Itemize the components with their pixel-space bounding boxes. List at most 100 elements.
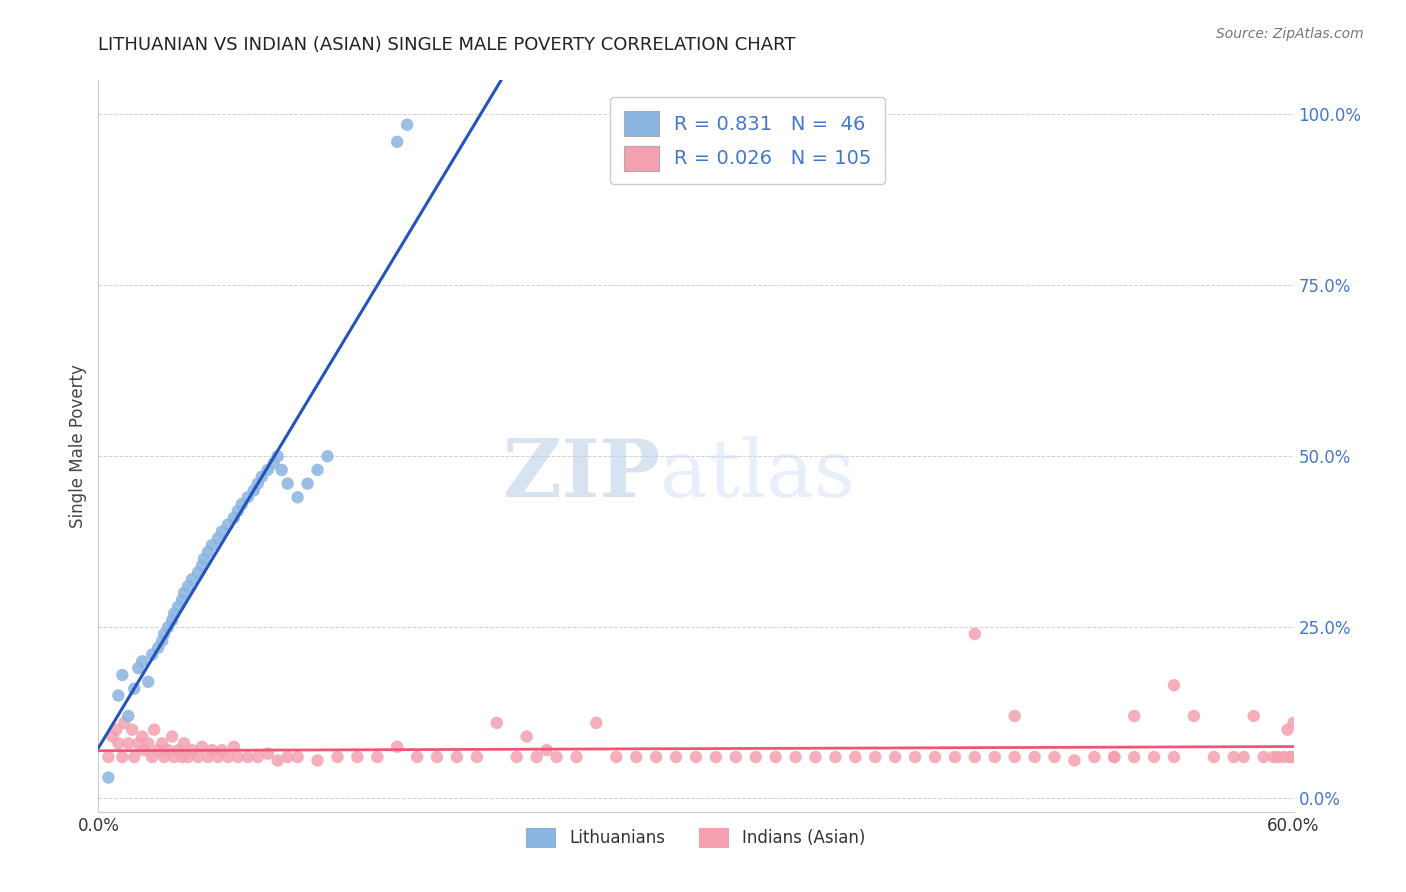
- Point: [1024, 750, 1046, 764]
- Point: [1278, 750, 1301, 764]
- Point: [626, 750, 648, 764]
- Point: [1243, 709, 1265, 723]
- Point: [984, 750, 1007, 764]
- Point: [406, 750, 429, 764]
- Point: [231, 497, 253, 511]
- Point: [163, 607, 186, 621]
- Point: [277, 750, 299, 764]
- Point: [211, 524, 233, 539]
- Point: [704, 750, 727, 764]
- Point: [226, 750, 249, 764]
- Point: [1223, 750, 1246, 764]
- Point: [307, 754, 329, 768]
- Point: [256, 463, 278, 477]
- Point: [1277, 723, 1299, 737]
- Point: [1233, 750, 1256, 764]
- Point: [765, 750, 787, 764]
- Point: [201, 538, 224, 552]
- Point: [207, 531, 229, 545]
- Point: [924, 750, 946, 764]
- Point: [267, 449, 290, 463]
- Point: [111, 750, 134, 764]
- Point: [516, 730, 538, 744]
- Point: [745, 750, 768, 764]
- Point: [172, 750, 194, 764]
- Point: [426, 750, 449, 764]
- Point: [222, 510, 245, 524]
- Point: [385, 135, 409, 149]
- Point: [181, 743, 204, 757]
- Point: [865, 750, 887, 764]
- Point: [143, 723, 166, 737]
- Point: [546, 750, 568, 764]
- Point: [665, 750, 688, 764]
- Point: [117, 736, 139, 750]
- Point: [148, 640, 170, 655]
- Point: [150, 736, 173, 750]
- Point: [1253, 750, 1275, 764]
- Point: [157, 620, 180, 634]
- Y-axis label: Single Male Poverty: Single Male Poverty: [69, 364, 87, 528]
- Point: [1123, 709, 1146, 723]
- Point: [1104, 750, 1126, 764]
- Point: [217, 517, 239, 532]
- Point: [506, 750, 529, 764]
- Text: LITHUANIAN VS INDIAN (ASIAN) SINGLE MALE POVERTY CORRELATION CHART: LITHUANIAN VS INDIAN (ASIAN) SINGLE MALE…: [98, 36, 796, 54]
- Point: [724, 750, 747, 764]
- Point: [307, 463, 329, 477]
- Point: [134, 743, 156, 757]
- Point: [217, 750, 239, 764]
- Point: [131, 654, 153, 668]
- Point: [117, 709, 139, 723]
- Point: [150, 633, 173, 648]
- Point: [1143, 750, 1166, 764]
- Point: [645, 750, 668, 764]
- Point: [222, 739, 245, 754]
- Point: [177, 579, 200, 593]
- Point: [1043, 750, 1066, 764]
- Point: [1123, 750, 1146, 764]
- Point: [97, 750, 120, 764]
- Point: [385, 739, 409, 754]
- Point: [1272, 750, 1295, 764]
- Point: [1182, 709, 1205, 723]
- Point: [167, 743, 190, 757]
- Point: [270, 463, 292, 477]
- Point: [263, 456, 285, 470]
- Point: [191, 739, 214, 754]
- Point: [211, 743, 233, 757]
- Text: Source: ZipAtlas.com: Source: ZipAtlas.com: [1216, 27, 1364, 41]
- Point: [465, 750, 488, 764]
- Point: [226, 504, 249, 518]
- Point: [785, 750, 807, 764]
- Point: [943, 750, 966, 764]
- Point: [160, 613, 183, 627]
- Point: [121, 723, 143, 737]
- Point: [1281, 750, 1303, 764]
- Point: [1104, 750, 1126, 764]
- Point: [366, 750, 388, 764]
- Point: [163, 750, 186, 764]
- Point: [297, 476, 319, 491]
- Point: [267, 754, 290, 768]
- Point: [824, 750, 846, 764]
- Point: [207, 750, 229, 764]
- Point: [105, 723, 128, 737]
- Point: [191, 558, 214, 573]
- Point: [844, 750, 866, 764]
- Point: [153, 627, 176, 641]
- Point: [160, 730, 183, 744]
- Point: [236, 750, 259, 764]
- Point: [904, 750, 927, 764]
- Point: [124, 750, 146, 764]
- Point: [1083, 750, 1105, 764]
- Point: [112, 715, 135, 730]
- Point: [197, 750, 219, 764]
- Point: [197, 545, 219, 559]
- Point: [246, 476, 269, 491]
- Point: [201, 743, 224, 757]
- Point: [107, 689, 129, 703]
- Point: [246, 750, 269, 764]
- Point: [127, 736, 149, 750]
- Point: [141, 648, 163, 662]
